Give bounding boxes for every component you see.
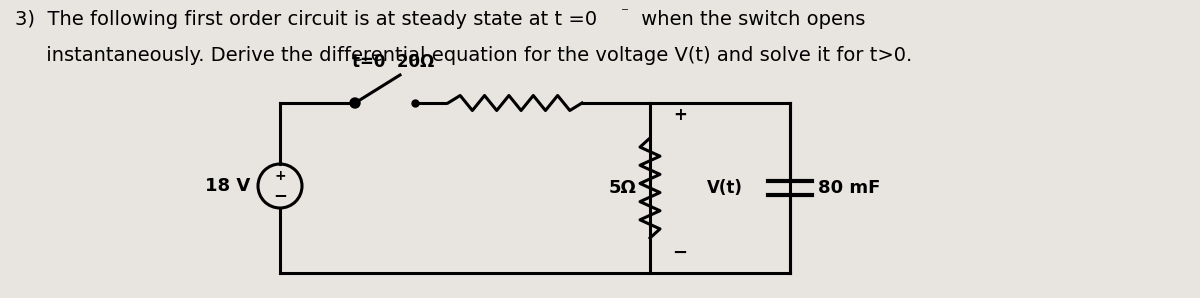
Text: 80 mF: 80 mF — [818, 179, 881, 197]
Text: 3)  The following first order circuit is at steady state at t =0: 3) The following first order circuit is … — [14, 10, 598, 29]
Text: V(t): V(t) — [707, 179, 743, 197]
Text: +: + — [673, 106, 686, 124]
Text: +: + — [274, 169, 286, 183]
Text: −: − — [672, 244, 688, 262]
Text: 18 V: 18 V — [205, 177, 250, 195]
Text: when the switch opens: when the switch opens — [635, 10, 865, 29]
Circle shape — [350, 98, 360, 108]
Text: 5Ω: 5Ω — [608, 179, 636, 197]
Text: ⁻: ⁻ — [622, 5, 629, 21]
Text: instantaneously. Derive the differential equation for the voltage V(t) and solve: instantaneously. Derive the differential… — [14, 46, 912, 65]
Text: t=0  20Ω: t=0 20Ω — [352, 53, 434, 71]
Text: −: − — [274, 186, 287, 204]
